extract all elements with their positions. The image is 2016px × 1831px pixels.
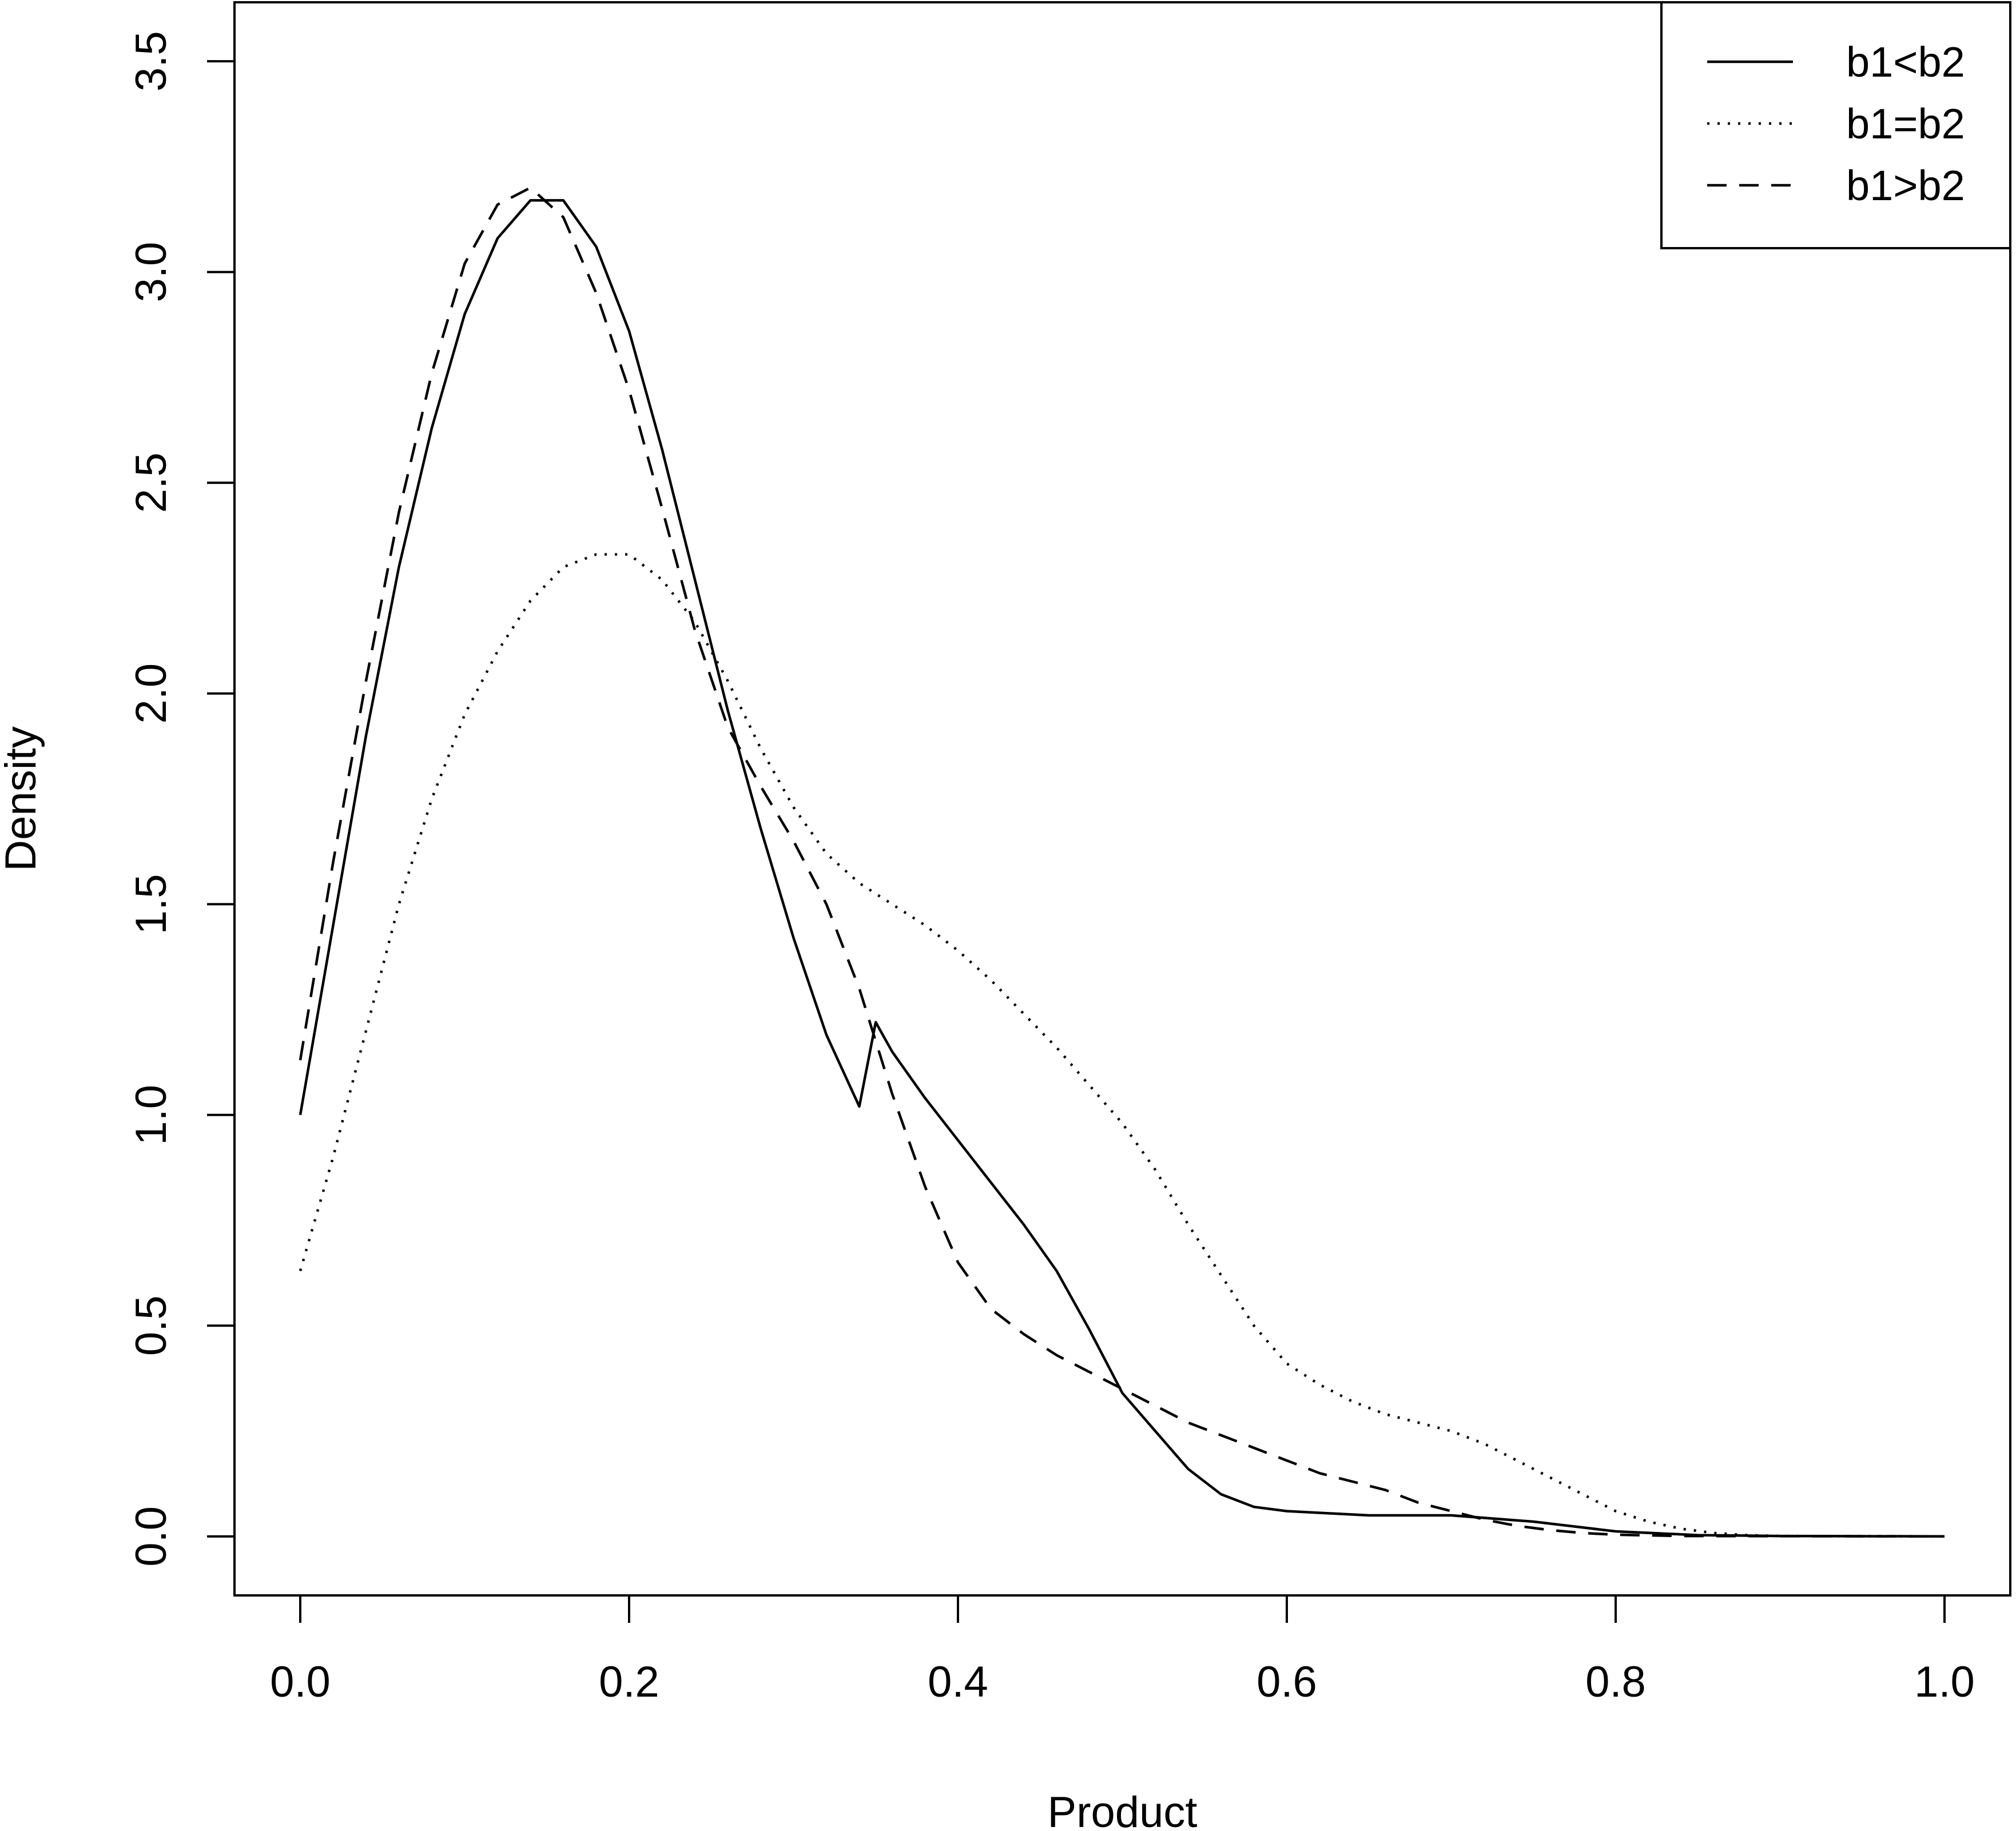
x-axis-title: Product <box>1048 1788 1198 1831</box>
y-axis: 0.0 0.5 1.0 1.5 2.0 2.5 3.0 3.5 <box>127 31 236 1567</box>
x-tick-label: 0.0 <box>270 1658 331 1706</box>
series-line-2 <box>299 553 1945 1538</box>
x-tick-label: 1.0 <box>1914 1658 1975 1706</box>
legend-box <box>1660 1 2011 249</box>
y-tick-label: 2.0 <box>127 663 176 724</box>
y-tick-label: 3.0 <box>127 242 176 302</box>
y-axis-title: Density <box>0 726 45 871</box>
series-layer <box>299 186 1945 1538</box>
x-axis: 0.0 0.2 0.4 0.6 0.8 1.0 <box>270 1594 1975 1706</box>
y-tick-label: 0.5 <box>127 1295 176 1356</box>
legend: b1<b2 b1=b2 b1>b2 <box>1660 1 2011 249</box>
y-tick-label: 2.5 <box>127 452 176 513</box>
x-tick-label: 0.6 <box>1256 1658 1317 1706</box>
x-tick-label: 0.4 <box>928 1658 988 1706</box>
legend-label: b1>b2 <box>1846 162 1965 209</box>
legend-label: b1<b2 <box>1846 38 1965 86</box>
x-tick-label: 0.2 <box>599 1658 659 1706</box>
legend-label: b1=b2 <box>1846 100 1965 148</box>
y-tick-label: 3.5 <box>127 31 176 91</box>
y-tick-label: 1.5 <box>127 874 176 934</box>
y-tick-label: 0.0 <box>127 1506 176 1567</box>
series-line-1 <box>299 199 1945 1538</box>
x-tick-label: 0.8 <box>1585 1658 1646 1706</box>
y-tick-label: 1.0 <box>127 1085 176 1145</box>
